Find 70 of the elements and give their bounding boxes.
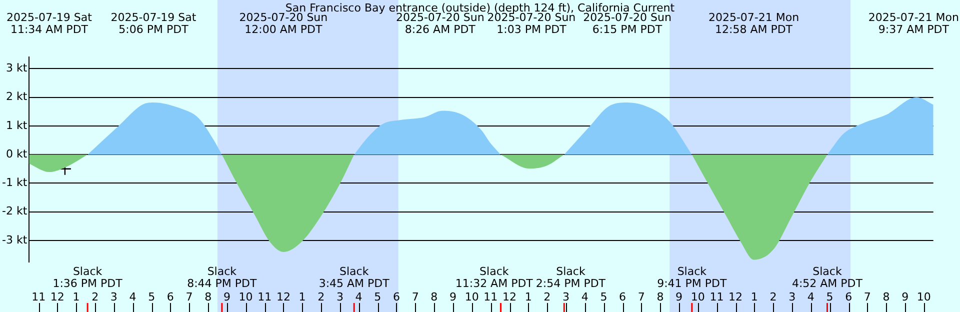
x-tick-label: 5 [148, 290, 156, 304]
x-tick-label: 6 [845, 290, 852, 304]
y-tick-label: 3 kt [6, 62, 28, 75]
x-tick-label: 7 [864, 290, 871, 304]
text: Slack 2:54 PM PDT [536, 264, 606, 290]
x-tick-label: 3 [562, 290, 570, 304]
x-tick-label: 12 [728, 290, 743, 304]
y-tick-label: -3 kt [2, 233, 28, 246]
text: 2025-07-21 Mon 9:37 AM PDT [868, 11, 960, 36]
x-tick-label: 2 [770, 290, 777, 304]
y-tick-label: 1 kt [6, 118, 28, 132]
x-tick-label: 5 [600, 290, 608, 304]
text: Slack 11:32 AM PDT [455, 264, 534, 290]
x-tick-label: 5 [826, 290, 834, 304]
text: 2025-07-20 Sun 1:03 PM PDT [487, 11, 576, 36]
x-tick-label: 10 [690, 290, 705, 304]
y-tick-label: 0 kt [6, 147, 28, 160]
x-tick-label: 1 [750, 290, 758, 304]
x-tick-label: 3 [110, 290, 118, 304]
x-tick-label: 12 [276, 290, 290, 304]
y-tick-label: 2 kt [6, 90, 28, 104]
x-tick-label: 12 [502, 290, 517, 304]
text: 2025-07-21 Mon 12:58 AM PDT [708, 11, 800, 36]
text: Slack 4:52 AM PDT [792, 264, 863, 290]
x-tick-label: 6 [392, 290, 400, 304]
x-tick-label: 10 [238, 290, 253, 304]
text: Slack 9:41 PM PDT [657, 264, 728, 290]
text: 2025-07-20 Sun 12:00 AM PDT [239, 11, 328, 36]
x-tick-label: 4 [807, 290, 814, 304]
x-tick-label: 7 [412, 290, 419, 304]
x-tick-label: 1 [524, 290, 532, 304]
x-tick-label: 8 [882, 290, 890, 304]
text: 2025-07-20 Sun 8:26 AM PDT [396, 11, 484, 36]
text: 2025-07-19 Sat 11:34 AM PDT [6, 11, 93, 36]
x-tick-label: 8 [430, 290, 438, 304]
x-tick-label: 11 [258, 290, 272, 304]
text: 2025-07-20 Sun 6:15 PM PDT [583, 11, 672, 36]
x-tick-label: 11 [32, 290, 46, 304]
x-tick-label: 3 [788, 290, 796, 304]
text: Slack 1:36 PM PDT [52, 264, 123, 290]
x-tick-label: 5 [374, 290, 382, 304]
x-tick-label: 11 [484, 290, 498, 304]
x-tick-label: 2 [318, 290, 325, 304]
x-tick-label: 6 [619, 290, 626, 304]
y-tick-label: -1 kt [2, 176, 28, 190]
text: 2025-07-19 Sat 5:06 PM PDT [110, 11, 197, 36]
x-tick-label: 6 [166, 290, 174, 304]
x-tick-label: 12 [50, 290, 64, 304]
x-tick-label: 9 [902, 290, 909, 304]
x-tick-label: 9 [449, 290, 456, 304]
x-tick-label: 2 [544, 290, 551, 304]
x-tick-label: 11 [710, 290, 724, 304]
y-tick-label: -2 kt [2, 204, 28, 218]
x-tick-label: 4 [355, 290, 362, 304]
x-tick-label: 9 [676, 290, 683, 304]
x-tick-label: 8 [204, 290, 212, 304]
x-tick-label: 3 [336, 290, 344, 304]
text: Slack 3:45 AM PDT [318, 264, 390, 290]
x-tick-label: 7 [638, 290, 645, 304]
x-tick-label: 10 [464, 290, 479, 304]
x-tick-label: 10 [916, 290, 931, 304]
x-tick-label: 7 [186, 290, 193, 304]
x-tick-label: 4 [581, 290, 588, 304]
text: Slack 8:44 PM PDT [187, 264, 258, 290]
x-tick-label: 9 [223, 290, 230, 304]
x-tick-label: 4 [129, 290, 136, 304]
x-tick-label: 1 [298, 290, 306, 304]
x-tick-label: 1 [72, 290, 80, 304]
x-tick-label: 2 [92, 290, 99, 304]
x-tick-label: 8 [656, 290, 664, 304]
